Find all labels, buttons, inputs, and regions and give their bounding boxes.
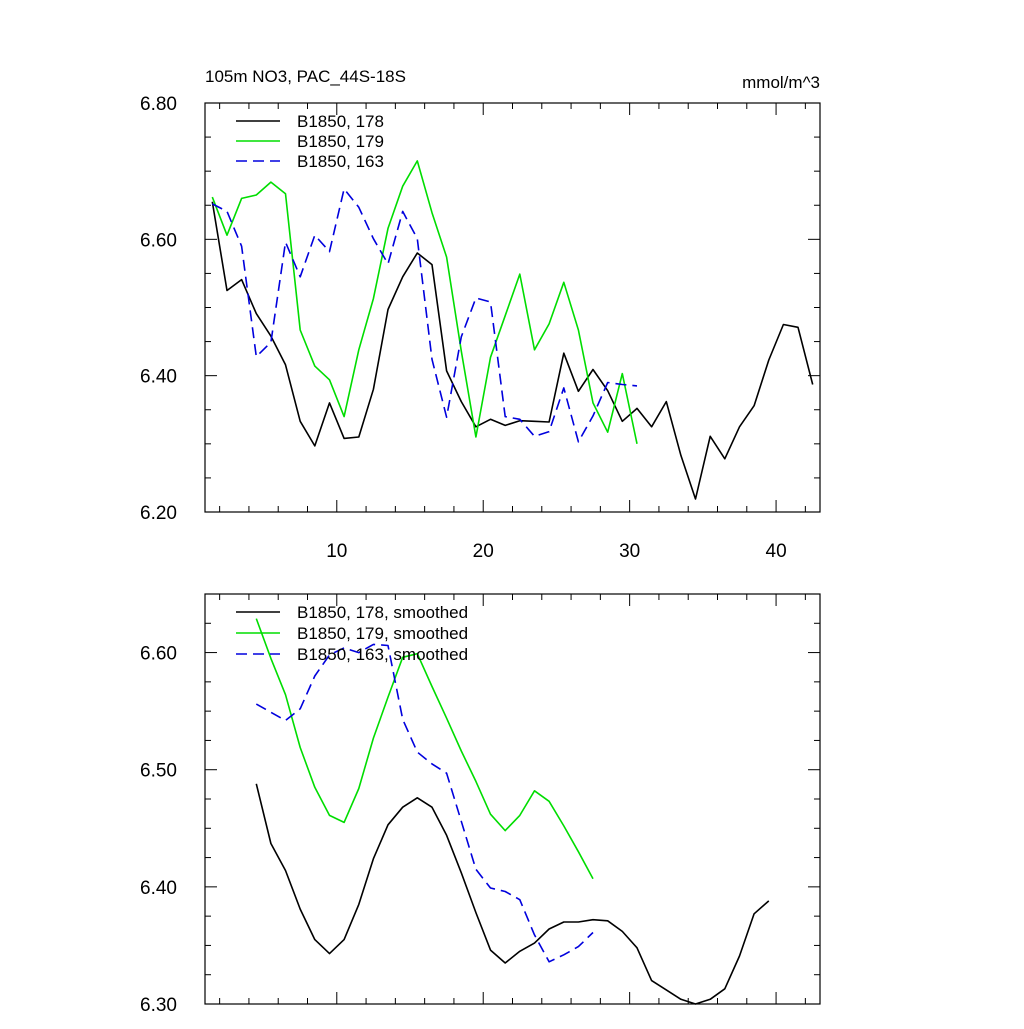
top-x-tick-label: 20 [473, 541, 494, 562]
legend-label: B1850, 179, smoothed [297, 624, 468, 643]
top-legend: B1850, 178 B1850, 179 B1850, 163 [236, 112, 384, 171]
bottom-y-tick-labels: 6.30 6.40 6.50 6.60 [140, 644, 177, 1016]
top-panel-units: mmol/m^3 [742, 73, 820, 92]
series-line-3 [255, 643, 594, 963]
bottom-panel: 6.30 6.40 6.50 6.60 B1850, 178, smoothed… [140, 593, 821, 1016]
bottom-y-tick-label: 6.30 [140, 995, 177, 1016]
top-x-tick-label: 30 [619, 541, 640, 562]
top-y-tick-labels: 6.20 6.40 6.60 6.80 [140, 94, 177, 524]
top-x-tick-label: 10 [326, 541, 347, 562]
top-y-tick-label: 6.40 [140, 367, 177, 388]
series-line-1 [211, 201, 814, 500]
legend-label: B1850, 163 [297, 152, 384, 171]
top-y-tick-label: 6.60 [140, 230, 177, 251]
top-panel-title: 105m NO3, PAC_44S-18S [205, 67, 406, 86]
series-line-2 [255, 618, 594, 880]
top-axis-ticks [205, 102, 820, 513]
series-line-1 [255, 783, 770, 1005]
bottom-axis-ticks [205, 593, 820, 1005]
bottom-y-tick-label: 6.40 [140, 878, 177, 899]
series-line-3 [211, 188, 638, 443]
legend-label: B1850, 178, smoothed [297, 603, 468, 622]
legend-label: B1850, 179 [297, 132, 384, 151]
series-line-2 [211, 160, 638, 444]
top-panel: 105m NO3, PAC_44S-18S mmol/m^3 6.20 6.40… [140, 67, 821, 562]
top-x-tick-labels: 10 20 30 40 [326, 541, 786, 562]
top-y-tick-label: 6.80 [140, 94, 177, 115]
bottom-legend: B1850, 178, smoothed B1850, 179, smoothe… [236, 603, 468, 664]
top-y-tick-label: 6.20 [140, 503, 177, 524]
bottom-y-tick-label: 6.60 [140, 644, 177, 665]
top-series-lines [211, 160, 814, 500]
legend-label: B1850, 178 [297, 112, 384, 131]
bottom-series-lines [255, 618, 770, 1005]
top-x-tick-label: 40 [766, 541, 787, 562]
bottom-y-tick-label: 6.50 [140, 761, 177, 782]
legend-label: B1850, 163, smoothed [297, 645, 468, 664]
